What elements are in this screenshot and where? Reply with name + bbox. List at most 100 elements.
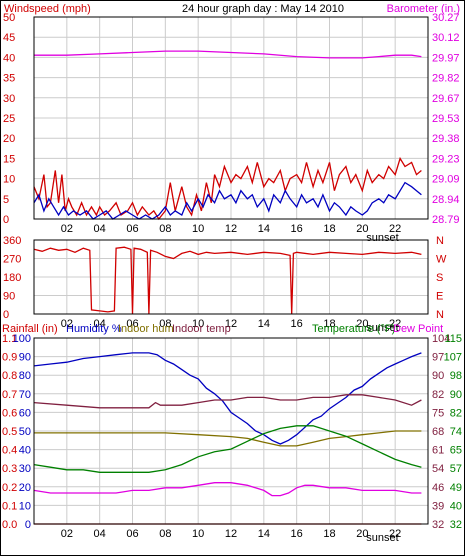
y2-tick-label: 90 [432, 370, 444, 382]
y2-tick-label: 97 [432, 352, 444, 364]
x-tick-label: 16 [291, 223, 303, 235]
series-line-1 [33, 181, 422, 220]
y-tick-label-humidity: 50 [19, 426, 31, 438]
x-tick-label: 20 [356, 528, 368, 540]
y-tick-label: 1.1 [2, 333, 17, 345]
panel-wind: 24 hour graph day : May 14 2010 Windspee… [3, 3, 460, 244]
x-tick-label: 10 [192, 528, 204, 540]
series-line-4 [33, 482, 422, 497]
y2-tick-label-b: 115 [444, 333, 462, 345]
x-tick-label: 06 [126, 318, 138, 330]
ticks: 02 04 06 08 10 12 14 16 18 20 22 0 5 10 15 20 25 30 35 40 45… [3, 12, 460, 235]
x-tick-label: 18 [323, 528, 335, 540]
y-tick-label-humidity: 60 [19, 407, 31, 419]
y2-tick-label: S [436, 272, 443, 284]
y2-tick-label: 54 [432, 463, 444, 475]
y-tick-label: 15 [3, 153, 15, 165]
y2-tick-label: 82 [432, 389, 444, 401]
legend-temperature: Temperature (°F) [312, 323, 395, 335]
x-tick-label: 18 [323, 223, 335, 235]
x-tick-label: 08 [159, 528, 171, 540]
plot-border [33, 16, 429, 220]
title: 24 hour graph day : May 14 2010 [182, 3, 344, 15]
y-tick-label: 10 [3, 174, 15, 186]
series-line-0 [33, 246, 422, 315]
legend-humidity: Humidity % [66, 323, 122, 335]
x-tick-label: 08 [159, 223, 171, 235]
y-tick-label-humidity: 20 [19, 482, 31, 494]
y2-tick-label-b: 32 [450, 519, 462, 531]
sunset-label: sunset [366, 532, 398, 544]
x-tick-label: 14 [258, 318, 270, 330]
y2-tick-label: 32 [432, 519, 444, 531]
series [33, 246, 422, 315]
x-tick-label: 08 [159, 318, 171, 330]
y2-tick-label-b: 107 [444, 352, 462, 364]
series-line-2 [34, 50, 422, 59]
y-tick-label-humidity: 40 [19, 445, 31, 457]
y-tick-label: 0.7 [2, 389, 17, 401]
x-tick-label: 18 [323, 318, 335, 330]
sunset-label: sunset [366, 322, 398, 334]
y-tick-label-humidity: 90 [19, 352, 31, 364]
x-tick-label: 16 [291, 318, 303, 330]
y-tick-label: 0 [3, 214, 9, 226]
y-tick-label-humidity: 80 [19, 370, 31, 382]
y2-tick-label: 75 [432, 407, 444, 419]
y-tick-label: 0.3 [2, 463, 17, 475]
y-tick-label: 0.2 [2, 482, 17, 494]
y2-tick-label: 30.12 [432, 32, 460, 44]
y2-tick-label: 104 [432, 333, 450, 345]
x-tick-label: 22 [389, 223, 401, 235]
y-tick-label: 0.9 [2, 352, 17, 364]
left-axis-label: Windspeed (mph) [4, 3, 91, 15]
x-tick-label: 22 [389, 528, 401, 540]
y2-tick-label-b: 74 [450, 426, 462, 438]
y-tick-label: 0.6 [2, 407, 17, 419]
y2-tick-label-b: 82 [450, 407, 462, 419]
plot-border [33, 239, 429, 315]
y2-tick-label: 28.79 [432, 214, 460, 226]
x-tick-label: 22 [389, 318, 401, 330]
y-tick-label-humidity: 10 [19, 500, 31, 512]
y2-tick-label: W [436, 254, 447, 266]
x-tick-label: 10 [192, 223, 204, 235]
y2-tick-label: 29.82 [432, 73, 460, 85]
legend-dew-point: Dew Point [393, 323, 443, 335]
y2-tick-label: E [436, 291, 443, 303]
y2-tick-label: 46 [432, 482, 444, 494]
series-line-1 [34, 430, 422, 447]
series [33, 50, 422, 221]
x-tick-label: 12 [225, 318, 237, 330]
y-tick-label: 0 [3, 309, 9, 321]
y-tick-label: 0.8 [2, 370, 17, 382]
series-line-2 [33, 394, 422, 409]
y-tick-label: 90 [3, 291, 15, 303]
y-tick-label: 25 [3, 113, 15, 125]
y2-tick-label: 28.94 [432, 194, 460, 206]
y-tick-label: 270 [3, 254, 21, 266]
y-tick-label: 0.4 [2, 445, 17, 457]
x-tick-label: 20 [356, 223, 368, 235]
x-tick-label: 04 [94, 318, 106, 330]
y2-tick-label: N [436, 309, 444, 321]
y-tick-label: 45 [3, 32, 15, 44]
y2-tick-label: 29.67 [432, 93, 460, 105]
y2-tick-label: 29.38 [432, 133, 460, 145]
right-axis-label: Barometer (in.) [387, 3, 460, 15]
x-tick-label: 10 [192, 318, 204, 330]
legend-indoor-temp: Indoor temp [172, 323, 231, 335]
x-tick-label: 14 [258, 528, 270, 540]
x-tick-label: 14 [258, 223, 270, 235]
y2-tick-label: 29.09 [432, 174, 460, 186]
plot-border [33, 337, 429, 525]
y2-tick-label-b: 90 [450, 389, 462, 401]
x-tick-label: 16 [291, 528, 303, 540]
y2-tick-label: 39 [432, 500, 444, 512]
y-tick-label: 40 [3, 52, 15, 64]
y-tick-label: 20 [3, 133, 15, 145]
y2-tick-label: 30.27 [432, 12, 460, 24]
y2-tick-label-b: 40 [450, 500, 462, 512]
